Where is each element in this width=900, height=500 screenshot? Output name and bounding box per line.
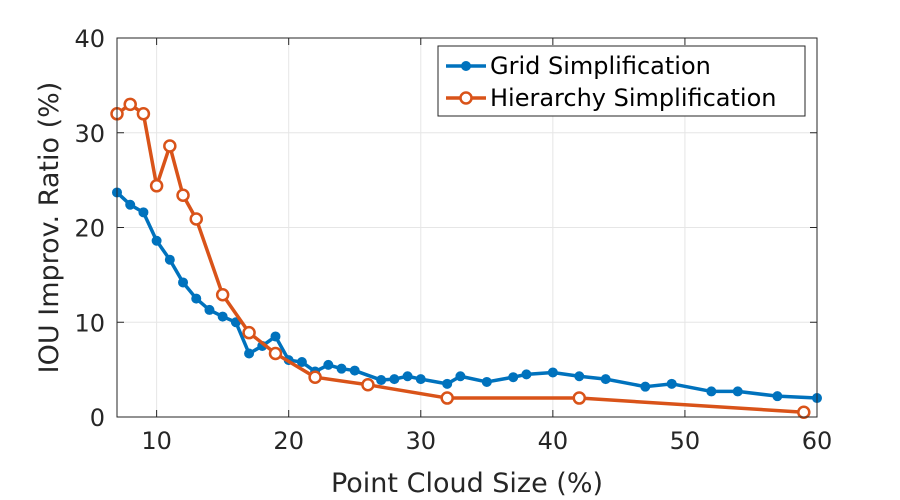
data-point <box>138 207 149 218</box>
data-point <box>666 378 677 389</box>
legend-marker <box>459 91 473 105</box>
data-point <box>481 376 492 387</box>
legend-label: Hierarchy Simplification <box>490 84 776 112</box>
legend-box <box>437 45 806 117</box>
data-point <box>640 381 651 392</box>
x-tick-label: 20 <box>273 427 304 455</box>
data-point <box>574 371 585 382</box>
data-point <box>440 391 454 405</box>
data-point <box>296 357 307 368</box>
data-point <box>600 374 611 385</box>
series-group <box>110 97 822 420</box>
data-point <box>361 378 375 392</box>
legend-marker <box>461 61 471 71</box>
x-tick-label: 40 <box>538 427 569 455</box>
data-point <box>178 277 189 288</box>
legend: Grid Simplification Hierarchy Simplificat… <box>437 45 806 117</box>
data-point <box>376 375 387 386</box>
x-tick-label: 10 <box>141 427 172 455</box>
data-point <box>308 370 322 384</box>
data-point <box>191 293 202 304</box>
data-point <box>163 139 177 153</box>
data-point <box>136 107 151 121</box>
data-point <box>415 374 426 385</box>
data-point <box>772 391 783 402</box>
data-point <box>204 304 215 315</box>
data-point <box>125 199 136 210</box>
data-point <box>389 374 400 385</box>
legend-label: Grid Simplification <box>490 52 711 80</box>
data-point <box>244 348 255 359</box>
data-point <box>189 212 203 226</box>
data-point <box>123 97 137 112</box>
data-point <box>797 405 811 420</box>
data-point <box>336 363 347 374</box>
data-point <box>323 359 334 370</box>
data-point <box>176 188 190 203</box>
x-tick-label: 60 <box>802 427 833 455</box>
y-axis-label: IOU Improv. Ratio (%) <box>34 82 65 374</box>
data-point <box>442 378 453 389</box>
y-tick-label: 20 <box>74 215 105 243</box>
x-axis-label: Point Cloud Size (%) <box>331 468 603 499</box>
y-tick-label: 10 <box>74 309 105 337</box>
data-point <box>572 391 587 405</box>
data-point <box>268 346 283 361</box>
ticks: 10 20 30 40 50 60 0 10 20 30 40 <box>74 25 832 455</box>
x-tick-label: 50 <box>670 427 701 455</box>
series-2 <box>110 97 811 420</box>
data-point <box>521 369 532 380</box>
series-1 <box>112 187 822 404</box>
series-line <box>115 102 804 415</box>
x-tick-label: 30 <box>406 427 437 455</box>
data-point <box>217 311 228 322</box>
data-point <box>149 179 164 193</box>
y-tick-label: 0 <box>90 404 105 432</box>
data-point <box>349 365 360 376</box>
data-point <box>402 371 413 382</box>
data-point <box>164 254 175 265</box>
data-point <box>151 235 162 246</box>
data-point <box>455 371 466 382</box>
y-tick-label: 40 <box>74 25 105 53</box>
data-point <box>270 331 281 342</box>
data-point <box>547 367 558 378</box>
data-point <box>242 325 256 340</box>
data-point <box>215 288 230 302</box>
y-tick-label: 30 <box>74 120 105 148</box>
data-point <box>706 386 717 397</box>
data-point <box>508 372 519 383</box>
data-point <box>732 386 743 397</box>
